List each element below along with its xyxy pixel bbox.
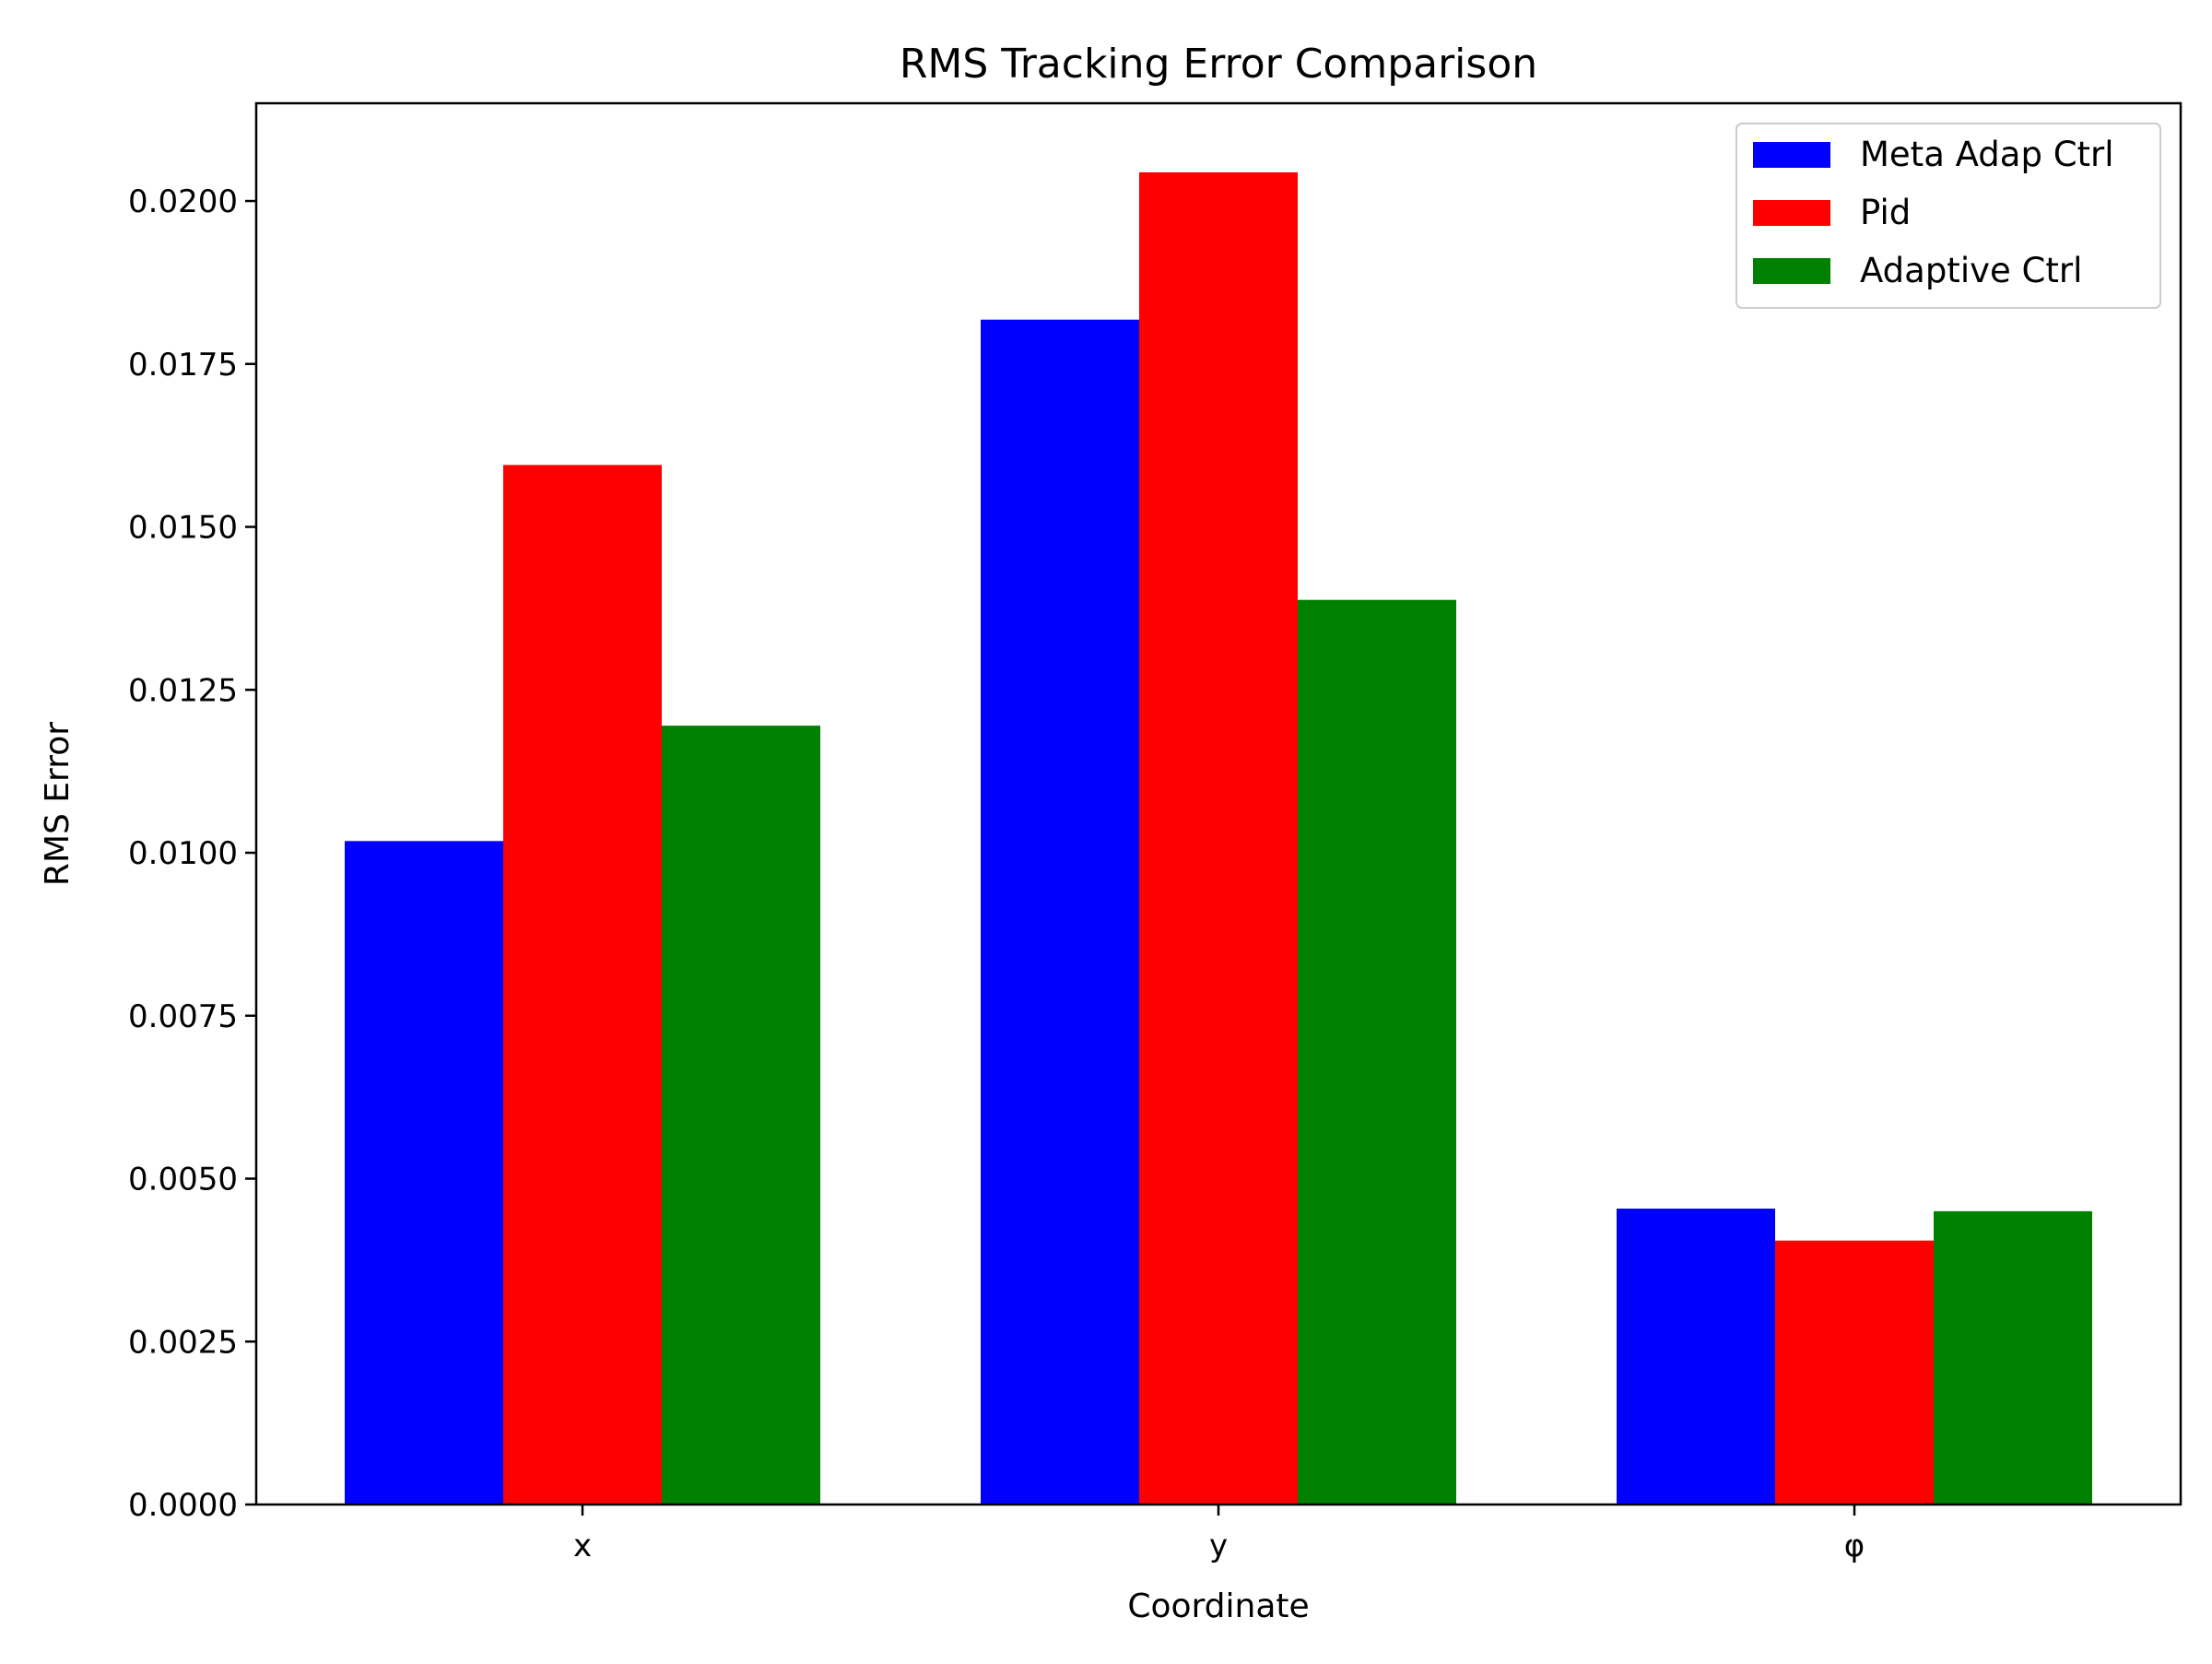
bars-layer xyxy=(345,171,2092,1505)
y-tick-label: 0.0025 xyxy=(128,1324,238,1361)
bar-series-2-category-0 xyxy=(662,726,820,1505)
y-tick-label: 0.0125 xyxy=(128,672,238,709)
bar-series-0-category-2 xyxy=(1617,1209,1775,1505)
y-tick-label: 0.0075 xyxy=(128,998,238,1035)
legend-swatch-0 xyxy=(1753,142,1830,168)
legend-label-2: Adaptive Ctrl xyxy=(1860,251,2082,290)
y-axis-label: RMS Error xyxy=(39,722,76,886)
legend-box xyxy=(1735,123,2161,309)
bar-series-1-category-0 xyxy=(503,465,662,1505)
y-tick-label: 0.0050 xyxy=(128,1162,238,1198)
y-axis: 0.0000 0.0025 0.0050 0.0075 0.0100 0.0125 0.01… xyxy=(128,183,256,1524)
chart-title: RMS Tracking Error Comparison xyxy=(900,41,1537,88)
y-tick-label: 0.0200 xyxy=(128,183,238,220)
bar-series-0-category-0 xyxy=(345,841,503,1505)
x-tick-label: x xyxy=(573,1528,592,1564)
bar-series-2-category-2 xyxy=(1934,1210,2092,1505)
y-tick-label: 0.0175 xyxy=(128,347,238,384)
bar-series-1-category-2 xyxy=(1775,1240,1934,1505)
legend: Meta Adap Ctrl Pid Adaptive Ctrl xyxy=(1735,123,2161,309)
x-tick-label: y xyxy=(1209,1528,1228,1564)
x-tick-label: φ xyxy=(1844,1528,1865,1564)
bar-series-1-category-1 xyxy=(1139,171,1298,1505)
x-axis-label: Coordinate xyxy=(1127,1587,1309,1625)
legend-swatch-2 xyxy=(1753,258,1830,284)
legend-label-0: Meta Adap Ctrl xyxy=(1860,135,2114,174)
bar-series-0-category-1 xyxy=(981,319,1139,1505)
bar-series-2-category-1 xyxy=(1298,599,1456,1505)
y-tick-label: 0.0150 xyxy=(128,510,238,547)
y-tick-label: 0.0100 xyxy=(128,835,238,872)
legend-swatch-1 xyxy=(1753,200,1830,226)
legend-label-1: Pid xyxy=(1860,193,1911,232)
y-tick-label: 0.0000 xyxy=(128,1487,238,1524)
